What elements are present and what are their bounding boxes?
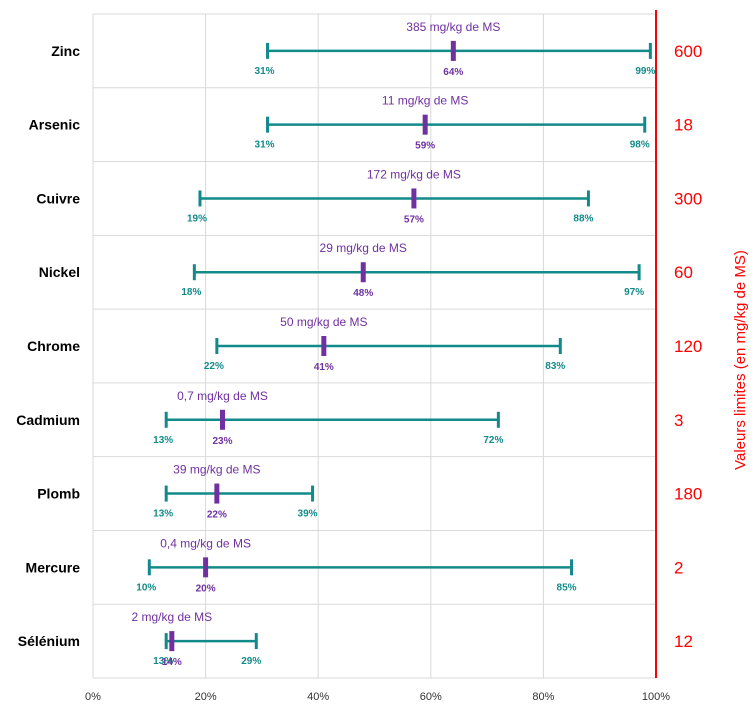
limit-value: 300 [674,189,702,208]
row-mercure: Mercure 0,4 mg/kg de MS 10% 20% 85% [26,536,577,594]
mean-value-label: 2 mg/kg de MS [131,610,212,624]
min-pct-label: 13% [153,435,173,446]
mean-value-label: 50 mg/kg de MS [280,315,367,329]
mean-value-label: 0,7 mg/kg de MS [177,389,268,403]
max-pct-label: 98% [630,140,650,151]
max-pct-label: 85% [557,582,577,593]
row-plomb: Plomb 39 mg/kg de MS 13% 22% 39% [37,463,317,521]
min-pct-label: 13% [153,656,173,667]
category-label: Cadmium [16,412,80,428]
category-label: Zinc [51,43,80,59]
limit-axis-title: Valeurs limites (en mg/kg de MS) [732,250,749,470]
limit-values: 600 18 300 60 120 3 180 2 12 [674,42,702,651]
mean-pct-label: 57% [404,214,424,225]
limit-value: 60 [674,263,693,282]
row-arsenic: Arsenic 11 mg/kg de MS 31% 59% 98% [29,94,650,152]
mean-pct-label: 41% [314,362,334,373]
x-tick-label: 40% [307,691,329,703]
limit-value: 12 [674,632,693,651]
row-zinc: Zinc 385 mg/kg de MS 31% 64% 99% [51,20,655,78]
max-pct-label: 88% [573,213,593,224]
mean-pct-label: 23% [212,436,232,447]
mean-pct-label: 64% [443,67,463,78]
category-label: Sélénium [18,633,80,649]
min-pct-label: 31% [255,140,275,151]
mean-pct-label: 22% [207,510,227,521]
category-label: Arsenic [29,117,81,133]
max-pct-label: 97% [624,287,644,298]
x-tick-label: 0% [85,691,101,703]
category-label: Mercure [26,559,81,575]
min-pct-label: 31% [255,66,275,77]
max-pct-label: 39% [298,509,318,520]
min-pct-label: 13% [153,509,173,520]
chart-rows: Zinc 385 mg/kg de MS 31% 64% 99% Arsenic 11 mg… [16,20,655,668]
x-tick-label: 100% [642,691,670,703]
x-tick-label: 80% [532,691,554,703]
min-pct-label: 22% [204,361,224,372]
mean-value-label: 172 mg/kg de MS [367,167,461,181]
row-cadmium: Cadmium 0,7 mg/kg de MS 13% 23% 72% [16,389,503,447]
mean-pct-label: 14% [162,657,182,668]
row-chrome: Chrome 50 mg/kg de MS 22% 41% 83% [27,315,565,373]
limit-value: 180 [674,485,702,504]
row-sélénium: Sélénium 2 mg/kg de MS 13%14% 29% [18,610,262,668]
row-nickel: Nickel 29 mg/kg de MS 18% 48% 97% [39,241,644,299]
limit-value: 18 [674,116,693,135]
category-label: Chrome [27,338,80,354]
mean-pct-label: 20% [196,583,216,594]
max-pct-label: 29% [241,656,261,667]
row-cuivre: Cuivre 172 mg/kg de MS 19% 57% 88% [36,167,593,225]
mean-pct-label: 48% [353,288,373,299]
max-pct-label: 72% [483,435,503,446]
category-label: Nickel [39,264,80,280]
limit-value: 600 [674,42,702,61]
limit-value: 120 [674,337,702,356]
min-pct-label: 19% [187,213,207,224]
mean-value-label: 29 mg/kg de MS [320,241,407,255]
limit-value: 3 [674,411,683,430]
mean-value-label: 0,4 mg/kg de MS [160,536,251,550]
limit-value: 2 [674,558,683,577]
mean-value-label: 385 mg/kg de MS [406,20,500,34]
max-pct-label: 99% [635,66,655,77]
x-tick-label: 60% [420,691,442,703]
min-pct-label: 18% [181,287,201,298]
category-label: Plomb [37,486,80,502]
max-pct-label: 83% [545,361,565,372]
mean-pct-label: 59% [415,141,435,152]
mean-value-label: 39 mg/kg de MS [173,463,260,477]
category-label: Cuivre [36,190,80,206]
x-tick-label: 20% [195,691,217,703]
min-pct-label: 10% [136,582,156,593]
x-axis-ticks: 0% 20% 40% 60% 80% 100% [85,691,670,703]
mean-value-label: 11 mg/kg de MS [382,94,468,108]
